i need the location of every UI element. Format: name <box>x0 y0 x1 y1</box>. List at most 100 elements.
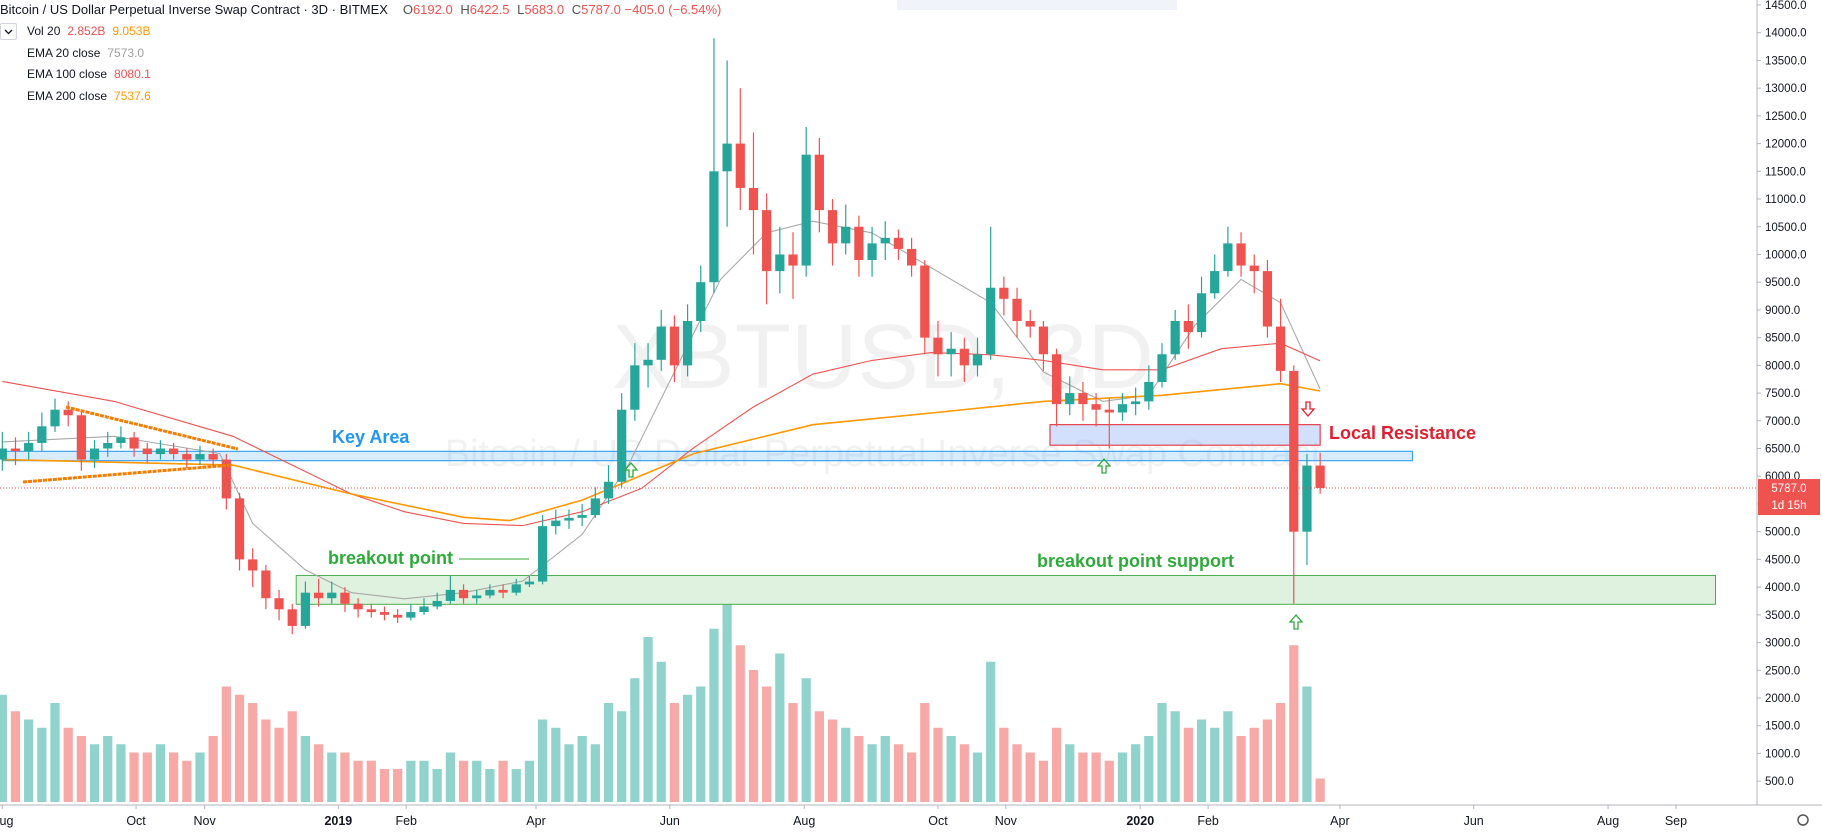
volume-bar <box>89 744 100 802</box>
watermark-description: Bitcoin / US Dollar Perpetual Inverse Sw… <box>445 433 1322 475</box>
volume-bar <box>643 637 653 802</box>
volume-bar <box>775 653 785 802</box>
ohlc-value: 6192.0 <box>412 2 453 17</box>
arrow-up <box>1288 614 1304 630</box>
x-tick-label: Jun <box>1464 814 1484 828</box>
volume-bar <box>182 760 192 802</box>
volume-bar <box>682 694 693 802</box>
candle-body <box>327 592 337 599</box>
y-tick-label: 6500.0 <box>1765 444 1800 456</box>
candle-body <box>432 600 442 607</box>
volume-bar <box>946 736 956 802</box>
volume-bar <box>458 760 469 802</box>
volume-bar <box>1091 752 1101 802</box>
volume-bar <box>1078 752 1088 802</box>
volume-bar <box>880 736 890 802</box>
volume-bar <box>419 760 429 802</box>
volume-bar <box>208 736 218 802</box>
y-tick-label: 10000.0 <box>1765 249 1807 261</box>
candle-body <box>933 337 943 355</box>
indicator-value: 2.852B <box>67 24 106 38</box>
volume-bar <box>1249 727 1259 802</box>
settings-icon[interactable] <box>1797 814 1809 826</box>
indicator-name: EMA 100 close <box>27 67 108 81</box>
volume-bar <box>920 703 930 802</box>
volume-bar <box>1236 736 1246 802</box>
ema-line <box>2 342 1321 527</box>
indicator-legend: EMA 100 close 8080.1 <box>27 67 151 81</box>
volume-bar <box>432 769 442 802</box>
volume-bar <box>10 711 21 802</box>
y-tick-label: 11500.0 <box>1765 166 1806 178</box>
volume-bar <box>1289 645 1299 802</box>
volume-bar <box>37 727 47 802</box>
candle-body <box>393 614 403 618</box>
volume-bar <box>762 686 772 802</box>
volume-bar <box>485 769 495 802</box>
candle-body <box>1236 243 1246 266</box>
candle-body <box>1183 321 1193 333</box>
candle-body <box>485 589 495 596</box>
y-tick-label: 5000.0 <box>1765 527 1800 539</box>
y-tick-label: 500.0 <box>1765 776 1794 788</box>
x-tick-label: Apr <box>526 814 545 828</box>
candle-body <box>986 287 996 355</box>
volume-bar <box>472 760 482 802</box>
y-tick-label: 1500.0 <box>1765 721 1800 733</box>
x-tick-label: Feb <box>1197 814 1219 828</box>
candle-body <box>406 612 416 618</box>
y-tick-label: 14500.0 <box>1765 0 1807 12</box>
volume-bar <box>103 736 113 802</box>
volume-bar <box>142 752 152 802</box>
volume-bar <box>551 727 561 802</box>
y-tick-label: 2500.0 <box>1765 665 1800 677</box>
zone-label: Local Resistance <box>1329 423 1476 443</box>
candle-body <box>946 348 956 355</box>
ohlc-key: C <box>571 2 582 17</box>
volume-bar <box>0 694 7 802</box>
indicator-legend: EMA 200 close 7537.6 <box>27 89 151 103</box>
volume-bar <box>986 661 996 802</box>
volume-bar <box>1210 727 1220 802</box>
zone <box>1049 424 1321 446</box>
volume-bar <box>393 769 403 802</box>
arrows <box>623 401 1316 630</box>
volume-bar <box>630 678 640 802</box>
ohlc-key: O <box>402 2 413 17</box>
candle-body <box>1051 354 1062 405</box>
y-tick-label: 14000.0 <box>1765 28 1807 40</box>
candle-body <box>458 589 469 599</box>
candle-body <box>906 248 917 266</box>
volume-bar <box>116 744 126 802</box>
ohlc-key: H <box>460 2 470 17</box>
candle-body <box>854 226 864 261</box>
zone <box>295 574 1716 605</box>
volume-bar <box>261 719 271 802</box>
volume-bar <box>959 744 969 802</box>
watermark-symbol: XBTUSD, 3D <box>612 306 1154 408</box>
candle-body <box>1025 321 1035 327</box>
y-tick-label: 12500.0 <box>1765 111 1807 123</box>
collapse-button[interactable] <box>0 23 17 40</box>
volume-bar <box>656 661 666 802</box>
candle-body <box>340 592 350 604</box>
x-tick-label: Sep <box>1665 814 1687 828</box>
x-tick-label: Feb <box>395 814 417 828</box>
candle-body <box>511 584 521 593</box>
candle-body <box>195 454 205 460</box>
candle-body <box>155 448 166 455</box>
volume-bar <box>1262 719 1273 802</box>
volume-bar <box>1223 711 1233 802</box>
volume-bar <box>63 727 73 802</box>
candle-body <box>221 459 231 499</box>
volume-bar <box>406 760 416 802</box>
candle-body <box>788 254 798 266</box>
volume-bar <box>524 760 535 802</box>
volume-bar <box>1012 744 1022 802</box>
candle-body <box>366 609 376 613</box>
volume-bar <box>353 760 363 802</box>
volume-bar <box>287 711 297 802</box>
arrow-up <box>623 462 639 478</box>
arrow-up <box>1096 458 1112 474</box>
